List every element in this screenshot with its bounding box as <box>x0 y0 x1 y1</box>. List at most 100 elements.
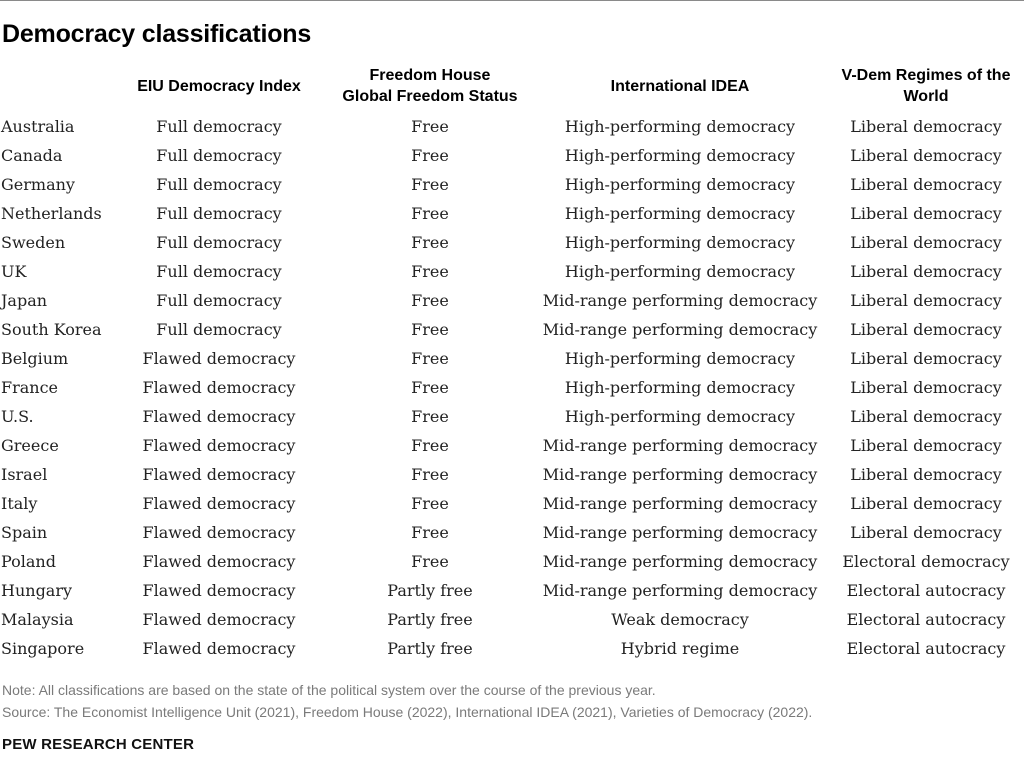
cell-vdem: Liberal democracy <box>850 117 1002 136</box>
cell-freedom-house: Free <box>411 146 449 165</box>
header-freedom-house-line1: Freedom House <box>369 67 491 84</box>
cell-freedom-house: Free <box>411 552 449 571</box>
cell-eiu: Flawed democracy <box>142 523 296 542</box>
cell-vdem: Liberal democracy <box>850 320 1002 339</box>
cell-freedom-house: Partly free <box>387 639 473 658</box>
header-vdem: V-Dem Regimes of the World <box>826 64 1024 108</box>
header-freedom-house: Freedom House Global Freedom Status <box>330 64 530 108</box>
cell-international-idea: Mid-range performing democracy <box>542 320 818 339</box>
cell-eiu: Flawed democracy <box>142 436 296 455</box>
table-row: Germany Full democracy Free High-performing… <box>0 170 1024 199</box>
cell-eiu: Flawed democracy <box>142 378 296 397</box>
cell-international-idea: Mid-range performing democracy <box>542 465 818 484</box>
cell-freedom-house: Free <box>411 465 449 484</box>
table-row: Greece Flawed democracy Free Mid-range perf… <box>0 431 1024 460</box>
top-rule <box>0 0 1024 1</box>
cell-vdem: Liberal democracy <box>850 233 1002 252</box>
cell-country: Spain <box>1 523 48 542</box>
cell-freedom-house: Free <box>411 320 449 339</box>
header-freedom-house-line2: Global Freedom Status <box>342 88 518 105</box>
cell-vdem: Electoral autocracy <box>846 581 1006 600</box>
cell-country: Belgium <box>1 349 69 368</box>
table-row: Japan Full democracy Free Mid-range perform… <box>0 286 1024 315</box>
table-row: Belgium Flawed democracy Free High-performi… <box>0 344 1024 373</box>
cell-freedom-house: Free <box>411 117 449 136</box>
cell-vdem: Liberal democracy <box>850 465 1002 484</box>
cell-international-idea: High-performing democracy <box>564 175 796 194</box>
table-row: Poland Flawed democracy Free Mid-range perf… <box>0 547 1024 576</box>
header-international-idea: International IDEA <box>540 64 820 108</box>
cell-international-idea: Mid-range performing democracy <box>542 581 818 600</box>
cell-country: Greece <box>1 436 59 455</box>
cell-country: Poland <box>1 552 56 571</box>
cell-eiu: Full democracy <box>156 175 282 194</box>
cell-country: Germany <box>1 175 75 194</box>
cell-freedom-house: Free <box>411 204 449 223</box>
header-international-idea-label: International IDEA <box>610 77 750 95</box>
cell-freedom-house: Free <box>411 233 449 252</box>
table-row: Spain Flawed democracy Free Mid-range perfo… <box>0 518 1024 547</box>
cell-international-idea: Hybrid regime <box>620 639 740 658</box>
cell-vdem: Liberal democracy <box>850 494 1002 513</box>
cell-eiu: Full democracy <box>156 146 282 165</box>
cell-international-idea: High-performing democracy <box>564 233 796 252</box>
cell-freedom-house: Free <box>411 349 449 368</box>
table-row: Singapore Flawed democracy Partly free Hybr… <box>0 634 1024 663</box>
cell-eiu: Flawed democracy <box>142 552 296 571</box>
cell-country: South Korea <box>1 320 102 339</box>
cell-eiu: Flawed democracy <box>142 581 296 600</box>
table-row: Hungary Flawed democracy Partly free Mid-ra… <box>0 576 1024 605</box>
cell-eiu: Full democracy <box>156 320 282 339</box>
cell-vdem: Liberal democracy <box>850 349 1002 368</box>
header-vdem-line2: World <box>903 88 949 105</box>
cell-freedom-house: Free <box>411 523 449 542</box>
cell-freedom-house: Free <box>411 494 449 513</box>
header-eiu: EIU Democracy Index <box>120 64 318 108</box>
cell-country: France <box>1 378 59 397</box>
table-header: EIU Democracy Index Freedom House Global… <box>0 64 1024 108</box>
cell-eiu: Flawed democracy <box>142 494 296 513</box>
cell-country: Israel <box>1 465 48 484</box>
cell-country: U.S. <box>1 407 34 426</box>
cell-vdem: Liberal democracy <box>850 378 1002 397</box>
header-vdem-line1: V-Dem Regimes of the <box>841 67 1011 84</box>
cell-freedom-house: Free <box>411 407 449 426</box>
cell-vdem: Liberal democracy <box>850 436 1002 455</box>
table-row: Canada Full democracy Free High-performing … <box>0 141 1024 170</box>
cell-international-idea: Mid-range performing democracy <box>542 436 818 455</box>
table-row: Israel Flawed democracy Free Mid-range perf… <box>0 460 1024 489</box>
cell-country: UK <box>1 262 27 281</box>
cell-country: Japan <box>1 291 48 310</box>
cell-international-idea: Mid-range performing democracy <box>542 552 818 571</box>
cell-eiu: Full democracy <box>156 262 282 281</box>
cell-eiu: Flawed democracy <box>142 349 296 368</box>
cell-international-idea: High-performing democracy <box>564 407 796 426</box>
header-eiu-label: EIU Democracy Index <box>137 77 301 95</box>
cell-international-idea: Weak democracy <box>611 610 749 629</box>
cell-vdem: Electoral autocracy <box>846 639 1006 658</box>
table-row: Malaysia Flawed democracy Partly free Weak … <box>0 605 1024 634</box>
cell-eiu: Flawed democracy <box>142 407 296 426</box>
cell-eiu: Full democracy <box>156 204 282 223</box>
cell-international-idea: High-performing democracy <box>564 117 796 136</box>
cell-vdem: Liberal democracy <box>850 291 1002 310</box>
cell-country: Netherlands <box>1 204 102 223</box>
table-row: France Flawed democracy Free High-performin… <box>0 373 1024 402</box>
cell-country: Sweden <box>1 233 66 252</box>
cell-country: Hungary <box>1 581 73 600</box>
cell-freedom-house: Free <box>411 378 449 397</box>
cell-vdem: Electoral democracy <box>842 552 1010 571</box>
cell-country: Malaysia <box>1 610 74 629</box>
cell-international-idea: High-performing democracy <box>564 146 796 165</box>
cell-eiu: Full democracy <box>156 291 282 310</box>
cell-vdem: Liberal democracy <box>850 262 1002 281</box>
cell-vdem: Liberal democracy <box>850 146 1002 165</box>
note: Note: All classifications are based on t… <box>2 682 656 698</box>
cell-country: Singapore <box>1 639 85 658</box>
table-row: Sweden Full democracy Free High-performing … <box>0 228 1024 257</box>
table-row: Italy Flawed democracy Free Mid-range perfo… <box>0 489 1024 518</box>
cell-country: Australia <box>1 117 75 136</box>
cell-international-idea: High-performing democracy <box>564 378 796 397</box>
source: Source: The Economist Intelligence Unit … <box>2 704 813 720</box>
cell-vdem: Liberal democracy <box>850 523 1002 542</box>
